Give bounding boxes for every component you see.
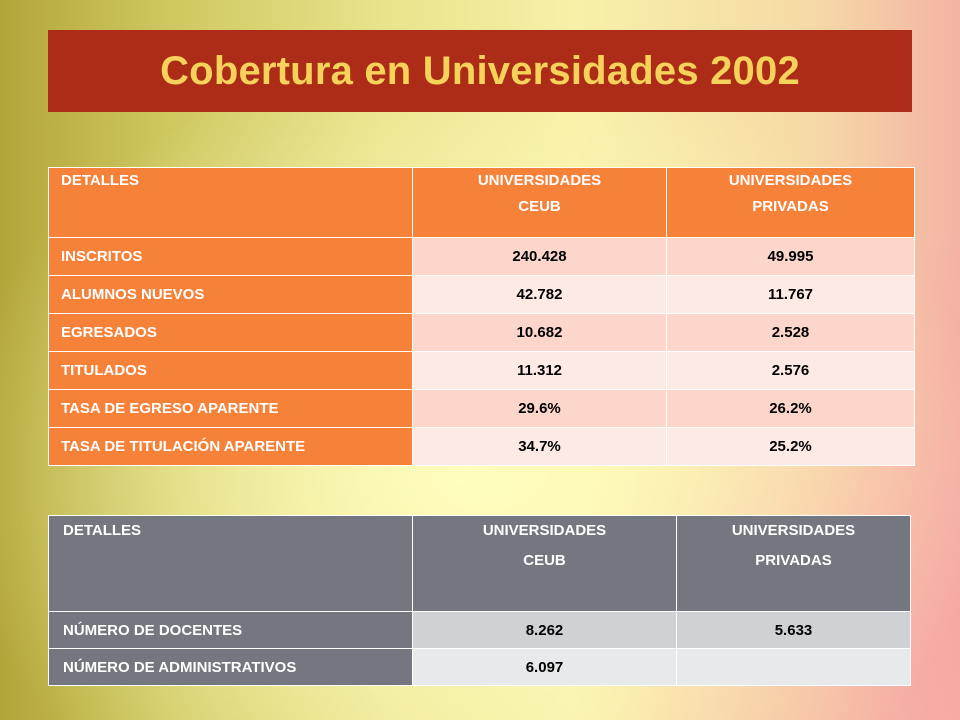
row-label: NÚMERO DE DOCENTES (48, 611, 413, 649)
cell-ceub: 42.782 (412, 275, 667, 314)
row-label: EGRESADOS (48, 313, 413, 352)
table-row: ALUMNOS NUEVOS 42.782 11.767 (48, 275, 915, 314)
cell-privadas: 25.2% (666, 427, 915, 466)
enrollment-table: DETALLES UNIVERSIDADES CEUB UNIVERSIDADES… (48, 167, 915, 466)
staff-table: DETALLES UNIVERSIDADES CEUB UNIVERSIDADES… (48, 515, 911, 686)
header-privadas: UNIVERSIDADES PRIVADAS (666, 167, 915, 238)
table-header-row: DETALLES UNIVERSIDADES CEUB UNIVERSIDADES… (48, 167, 915, 238)
cell-privadas: 26.2% (666, 389, 915, 428)
table-row: TASA DE EGRESO APARENTE 29.6% 26.2% (48, 389, 915, 428)
header-detalles: DETALLES (48, 515, 413, 612)
table-row: TASA DE TITULACIÓN APARENTE 34.7% 25.2% (48, 427, 915, 466)
cell-privadas: 11.767 (666, 275, 915, 314)
cell-ceub: 6.097 (412, 648, 677, 686)
row-label: TITULADOS (48, 351, 413, 390)
page-title: Cobertura en Universidades 2002 (160, 48, 800, 93)
table-header-row: DETALLES UNIVERSIDADES CEUB UNIVERSIDADES… (48, 515, 911, 612)
cell-ceub: 34.7% (412, 427, 667, 466)
header-ceub: UNIVERSIDADES CEUB (412, 515, 677, 612)
table-row: INSCRITOS 240.428 49.995 (48, 237, 915, 276)
cell-ceub: 29.6% (412, 389, 667, 428)
cell-privadas (676, 648, 911, 686)
cell-privadas: 49.995 (666, 237, 915, 276)
table-row: NÚMERO DE DOCENTES 8.262 5.633 (48, 611, 911, 649)
header-detalles: DETALLES (48, 167, 413, 238)
row-label: TASA DE EGRESO APARENTE (48, 389, 413, 428)
table-row: TITULADOS 11.312 2.576 (48, 351, 915, 390)
cell-privadas: 5.633 (676, 611, 911, 649)
row-label: TASA DE TITULACIÓN APARENTE (48, 427, 413, 466)
header-privadas: UNIVERSIDADES PRIVADAS (676, 515, 911, 612)
row-label: NÚMERO DE ADMINISTRATIVOS (48, 648, 413, 686)
row-label: INSCRITOS (48, 237, 413, 276)
header-ceub: UNIVERSIDADES CEUB (412, 167, 667, 238)
table-row: NÚMERO DE ADMINISTRATIVOS 6.097 (48, 648, 911, 686)
cell-ceub: 10.682 (412, 313, 667, 352)
cell-privadas: 2.528 (666, 313, 915, 352)
cell-ceub: 240.428 (412, 237, 667, 276)
cell-privadas: 2.576 (666, 351, 915, 390)
cell-ceub: 11.312 (412, 351, 667, 390)
row-label: ALUMNOS NUEVOS (48, 275, 413, 314)
title-bar: Cobertura en Universidades 2002 (48, 30, 912, 112)
table-row: EGRESADOS 10.682 2.528 (48, 313, 915, 352)
cell-ceub: 8.262 (412, 611, 677, 649)
